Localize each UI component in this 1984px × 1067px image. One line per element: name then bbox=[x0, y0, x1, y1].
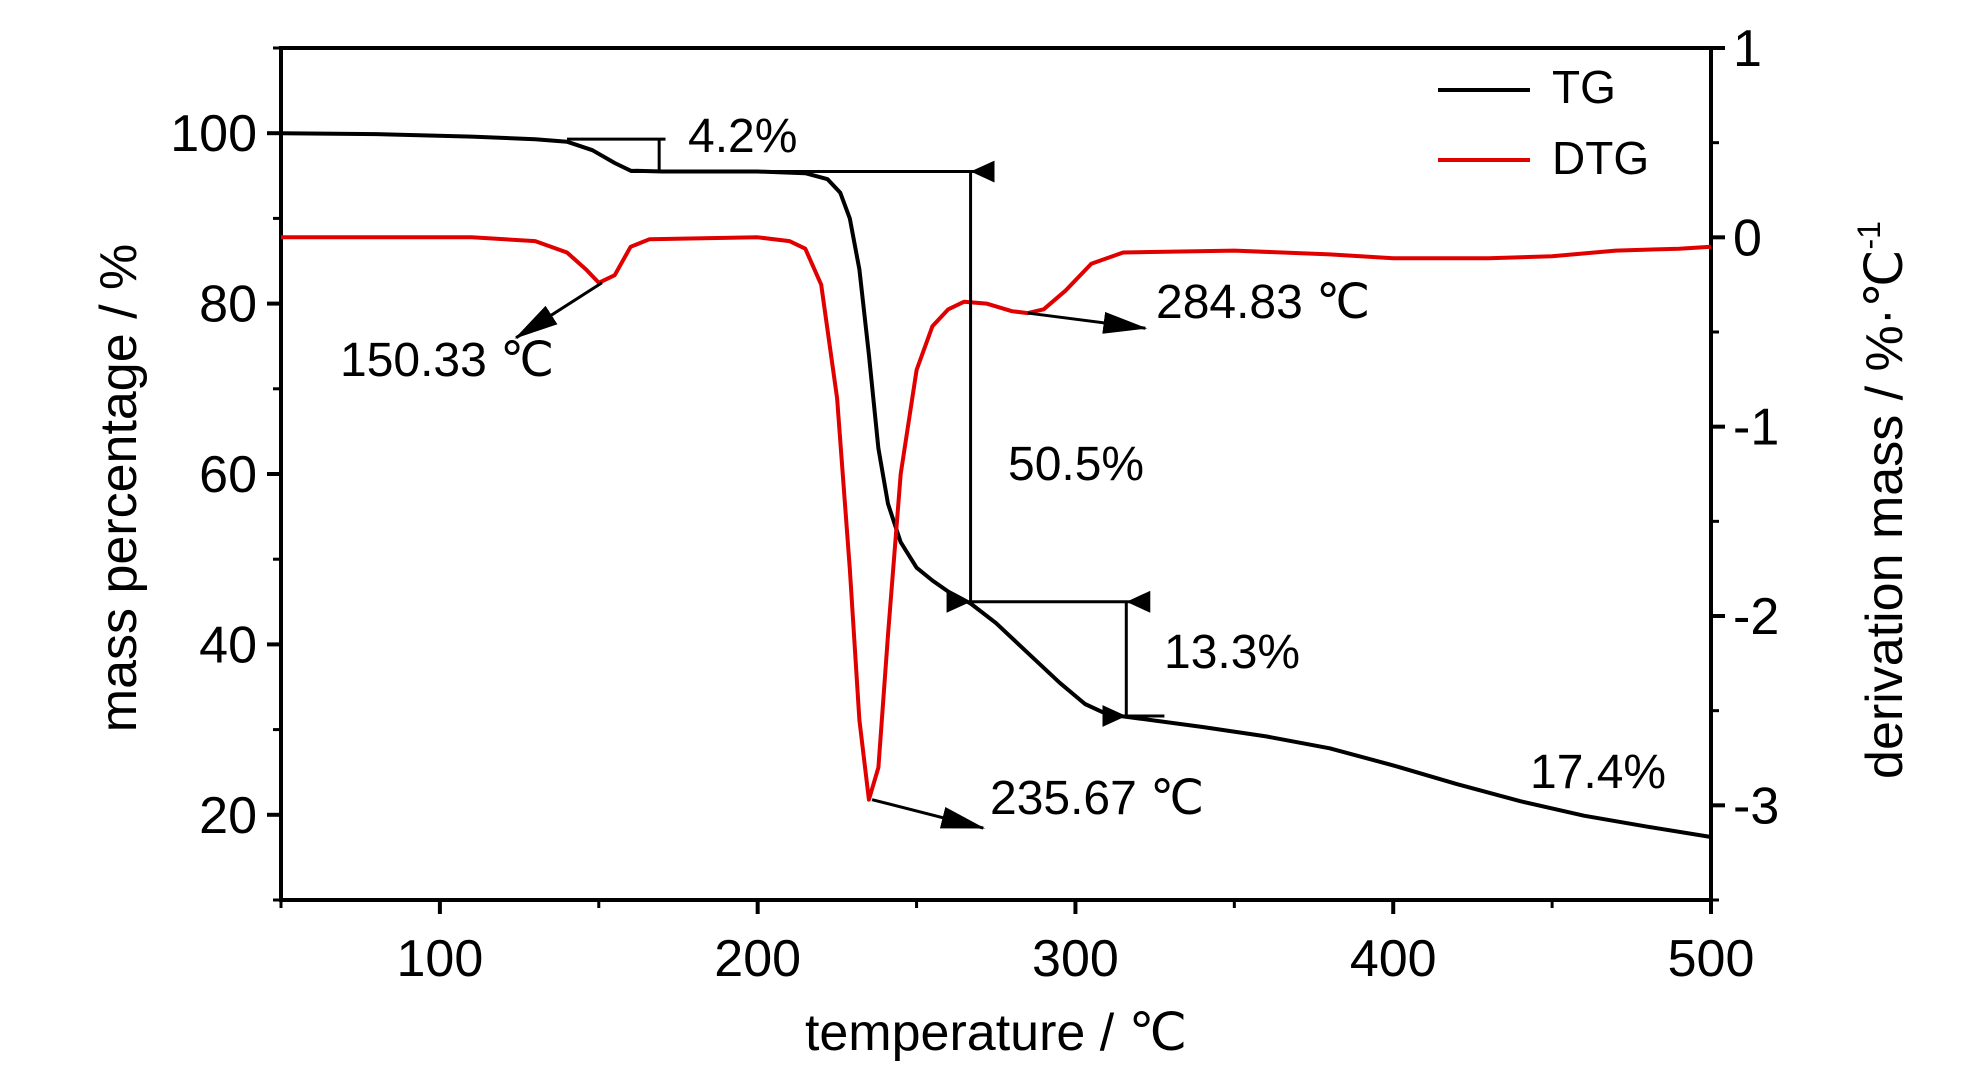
right-tick-label--1: -1 bbox=[1733, 399, 1779, 457]
annotation-lines bbox=[514, 137, 1165, 830]
left-tick-label-20: 20 bbox=[199, 787, 257, 845]
annotation-50-5-percent: 50.5% bbox=[1008, 438, 1144, 491]
dtg-curve bbox=[281, 235, 1712, 802]
right-axis-title: derivation mass / %·℃-1 bbox=[1851, 221, 1914, 779]
left-tick-label-40: 40 bbox=[199, 616, 257, 674]
legend: TG DTG bbox=[1438, 61, 1649, 184]
right-tick-label--2: -2 bbox=[1733, 588, 1779, 646]
x-tick-label-300: 300 bbox=[1032, 930, 1119, 988]
ticks-layer: 100 200 300 400 500 20 40 60 80 100 1 0 -1 -2 -3 bbox=[170, 20, 1779, 988]
left-tick-label-60: 60 bbox=[199, 446, 257, 504]
annotation-4-2-percent: 4.2% bbox=[688, 110, 797, 163]
x-axis-title: temperature / ℃ bbox=[805, 1004, 1187, 1062]
right-axis-title-superscript: -1 bbox=[1851, 221, 1887, 249]
annotation-13-3-percent: 13.3% bbox=[1164, 626, 1300, 679]
left-axis-title: mass percentage / % bbox=[90, 244, 148, 732]
annotation-235-67-c: 235.67 ℃ bbox=[990, 772, 1204, 825]
curves-layer bbox=[280, 131, 1712, 839]
right-tick-label-1: 1 bbox=[1733, 20, 1762, 78]
legend-dtg-label: DTG bbox=[1552, 132, 1649, 184]
annotation-284-83-c: 284.83 ℃ bbox=[1156, 276, 1370, 329]
right-tick-label--3: -3 bbox=[1733, 777, 1779, 835]
x-tick-label-200: 200 bbox=[714, 930, 801, 988]
tg-curve bbox=[280, 131, 1712, 839]
left-tick-label-80: 80 bbox=[199, 276, 257, 334]
annotation-17-4-percent: 17.4% bbox=[1530, 746, 1666, 799]
right-axis-title-main: derivation mass / %·℃ bbox=[1856, 250, 1914, 779]
annotation-150-33-c: 150.33 ℃ bbox=[340, 334, 554, 387]
legend-tg-label: TG bbox=[1552, 61, 1616, 113]
x-tick-label-500: 500 bbox=[1668, 930, 1755, 988]
pointer-235-67 bbox=[871, 798, 986, 830]
left-tick-label-100: 100 bbox=[170, 105, 257, 163]
pointer-150-33 bbox=[514, 281, 603, 339]
right-tick-label-0: 0 bbox=[1733, 209, 1762, 267]
x-tick-label-400: 400 bbox=[1350, 930, 1437, 988]
x-tick-label-100: 100 bbox=[397, 930, 484, 988]
pointer-284-83 bbox=[1027, 311, 1148, 334]
